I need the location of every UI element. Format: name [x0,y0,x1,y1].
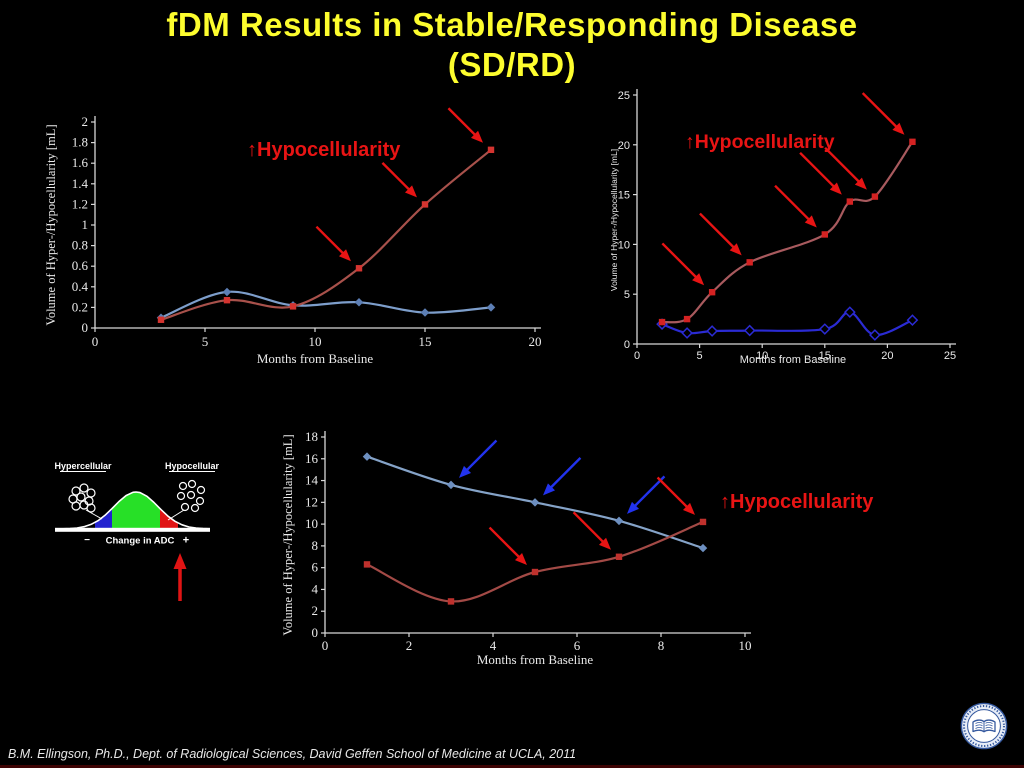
x-tick-label: 5 [202,334,209,349]
adc-baseline [55,527,210,532]
slide-title: fDM Results in Stable/Responding Disease… [0,5,1024,85]
y-tick-label: 20 [618,140,630,152]
x-tick-label: 8 [658,638,665,653]
x-tick-label: 10 [756,350,768,362]
axes: 0 5 10 15 20 0 0.2 0.4 0.6 0.8 1 1.2 1.4 1.6 1.8 2 [72,114,542,349]
y-tick-label: 18 [305,429,318,444]
x-tick-label: 2 [406,638,413,653]
y-tick-label: 0 [624,339,630,351]
y-tick-label: 1.4 [72,176,89,191]
hypocellularity-annotation: ↑Hypocellularity [720,491,874,513]
y-tick-label: 0.4 [72,279,89,294]
x-tick-label: 4 [490,638,497,653]
y-tick-label: 16 [305,451,319,466]
Hypocellularity-line-1 [658,138,916,326]
left-pointer-line [85,509,103,520]
annotation-arrows [315,107,483,262]
y-tick-label: 4 [312,581,319,596]
y-tick-label: 1.8 [72,135,88,150]
y-tick-label: 0 [82,320,89,335]
y-tick-label: 2 [312,603,319,618]
x-tick-label: 10 [309,334,322,349]
y-tick-label: 1 [82,217,89,232]
y-tick-label: 14 [305,473,319,488]
x-axis-label: Months from Baseline [740,354,846,366]
annotation-arrows [661,92,905,286]
y-axis-label: Volume of Hyper-/Hypocellularity [mL] [281,434,295,635]
chart-top-right-volume-vs-months: 0 5 10 15 20 25 0 5 10 15 20 25 Months from Baseline… [609,89,956,366]
series-line-0 [362,452,708,553]
y-tick-label: 1.6 [72,155,89,170]
bottom-red-bar [0,765,1024,768]
series-line-0 [656,306,919,341]
x-tick-label: 0 [322,638,329,653]
y-axis-label: Volume of Hyper-/Hypocellularity [mL] [609,149,619,291]
y-tick-label: 0.2 [72,299,88,314]
y-tick-label: 0.8 [72,238,88,253]
hypocellularity-annotation: ↑Hypocellularity [685,131,835,153]
hypocellular-label: Hypocellular [165,461,220,471]
y-tick-label: 6 [312,560,319,575]
annotation-arrows [459,439,695,566]
adc-no-change-region [112,492,160,530]
y-axis-label: Volume of Hyper-/Hypocellularity [mL] [44,124,58,325]
x-tick-label: 20 [529,334,542,349]
hypercellular-cells-icon [68,483,96,513]
footer-citation: B.M. Ellingson, Ph.D., Dept. of Radiolog… [8,747,577,761]
x-axis-label: Months from Baseline [257,351,373,366]
y-tick-label: 0.6 [72,258,89,273]
Hypocellularity-line-1 [157,146,495,323]
x-tick-label: 20 [881,350,893,362]
hypocellular-cells-icon [176,479,206,513]
y-tick-label: 2 [82,114,89,129]
y-tick-label: 1.2 [72,196,88,211]
x-tick-label: 25 [944,350,956,362]
y-tick-label: 15 [618,190,630,202]
adc-curve-outline [62,491,210,530]
hypercellular-label: Hypercellular [54,461,112,471]
change-in-adc-label: Change in ADC [106,536,175,547]
x-tick-label: 5 [697,350,703,362]
y-tick-label: 8 [312,538,319,553]
x-tick-label: 10 [739,638,752,653]
x-tick-label: 15 [819,350,831,362]
plus-label: + [183,535,189,547]
axes: 0 5 10 15 20 25 0 5 10 15 20 25 [618,89,956,362]
x-tick-label: 0 [634,350,640,362]
adc-up-arrowhead [173,553,187,569]
axes: 0 2 4 6 8 10 0 2 4 6 8 10 12 14 16 18 [305,429,752,653]
x-tick-label: 15 [419,334,432,349]
series-line-0 [156,287,496,322]
x-tick-label: 6 [574,638,581,653]
y-tick-label: 10 [305,516,318,531]
right-pointer-line [167,509,185,521]
x-tick-label: 0 [92,334,99,349]
chart-top-left-volume-vs-months: 0 5 10 15 20 0 0.2 0.4 0.6 0.8 1 1.2 1.4 1.6 1.8 2 Month… [44,107,542,366]
uc-seal-logo [960,702,1008,750]
y-tick-label: 10 [618,239,630,251]
adc-hypercellular-region [95,508,112,530]
y-tick-label: 5 [624,289,630,301]
y-tick-label: 0 [312,625,319,640]
y-tick-label: 25 [618,90,630,102]
adc-distribution-diagram: Hypercellular Hypocellular − Change in A… [54,461,220,601]
uc-seal-icon [960,702,1008,750]
Hypocellularity-line-1 [363,518,707,605]
minus-label: − [84,535,90,546]
y-tick-label: 12 [305,494,318,509]
x-axis-label: Months from Baseline [477,652,593,667]
hypocellularity-annotation: ↑Hypocellularity [247,139,401,161]
title-line-2: (SD/RD) [447,46,577,83]
chart-bottom-volume-vs-months: 0 2 4 6 8 10 0 2 4 6 8 10 12 14 16 18 Months from Baseli… [281,429,874,667]
title-line-1: fDM Results in Stable/Responding Disease [166,6,858,43]
